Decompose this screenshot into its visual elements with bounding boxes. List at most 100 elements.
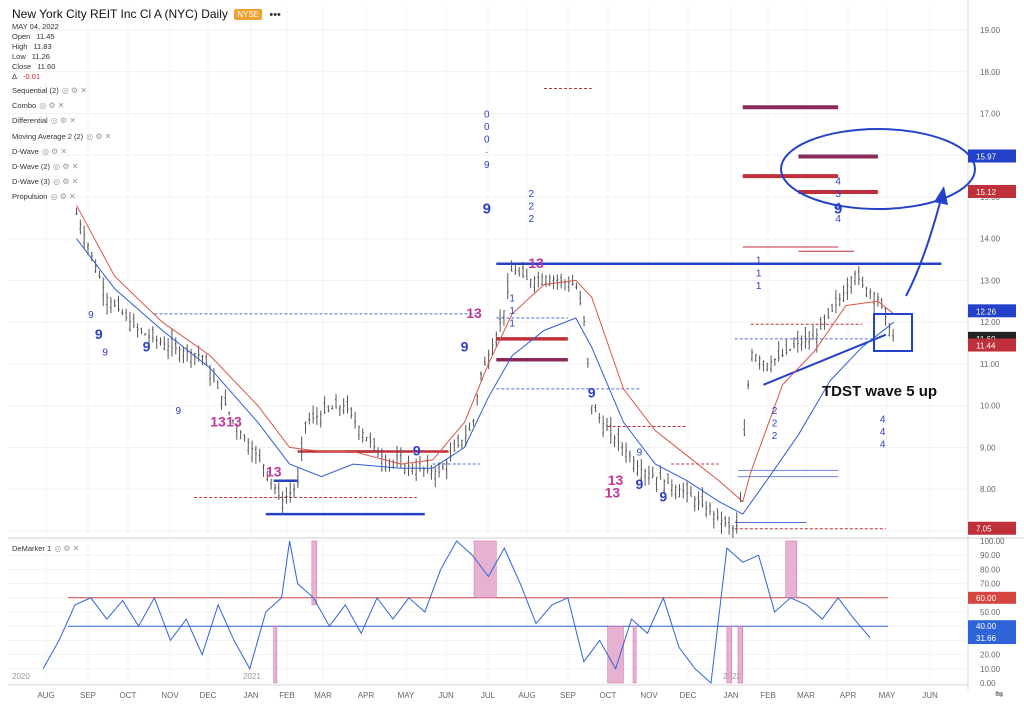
indicator-controls-icon[interactable]: ◎ ⚙ ✕ xyxy=(50,192,76,202)
indicator-row[interactable]: D-Wave (3) ◎ ⚙ ✕ xyxy=(12,177,79,187)
y-tick-label: 13.00 xyxy=(980,276,1001,285)
indicator-row[interactable]: Propulsion ◎ ⚙ ✕ xyxy=(12,192,76,202)
y-tick-label: 11.00 xyxy=(980,360,1000,369)
td-count-label: 13 xyxy=(226,413,242,429)
osc-tick-label: 70.00 xyxy=(980,580,1001,589)
indicator-controls-icon[interactable]: ◎ ⚙ ✕ xyxy=(61,86,88,95)
indicator-row[interactable]: D-Wave ◎ ⚙ ✕ xyxy=(12,146,68,156)
td-small-count: 2 xyxy=(528,201,534,212)
osc-highlight-zone xyxy=(607,625,624,684)
demarker-line xyxy=(42,540,871,685)
indicator-row[interactable]: D-Wave (2) ◎ ⚙ ✕ xyxy=(12,161,79,171)
td-count-label: 9 xyxy=(636,476,644,492)
chart-header: New York City REIT Inc Cl A (NYC) Daily … xyxy=(12,7,281,21)
indicator-controls-icon[interactable]: ◎ ⚙ ✕ xyxy=(54,544,80,553)
indicator-row[interactable]: Sequential (2) ◎ ⚙ ✕ xyxy=(12,86,88,95)
osc-level-label: 60.00 xyxy=(976,594,997,603)
y-tick-label: 8.00 xyxy=(980,485,996,494)
td-small-count: 4 xyxy=(835,201,841,212)
price-tag xyxy=(968,338,1016,352)
td-count-label: 13 xyxy=(266,464,282,480)
indicator-controls-icon[interactable]: ◎ ⚙ ✕ xyxy=(53,177,79,187)
x-tick-label: JAN xyxy=(723,691,738,700)
osc-highlight-zone xyxy=(632,625,637,684)
indicator-row[interactable]: Differential ◎ ⚙ ✕ xyxy=(12,116,77,126)
osc-level-label: 31.66 xyxy=(976,634,997,643)
td-small-count: 0 xyxy=(484,135,490,146)
td-small-count: 4 xyxy=(835,176,841,187)
x-tick-label: NOV xyxy=(161,691,179,700)
td-small-count: 9 xyxy=(484,160,490,171)
td-small-count: 0 xyxy=(484,122,490,133)
price-tag-label: 12.26 xyxy=(976,307,997,316)
td-count-label: 13 xyxy=(210,413,226,429)
indicator-controls-icon[interactable]: ◎ ⚙ ✕ xyxy=(50,116,77,126)
ohlc-row-low: Low 11.26 xyxy=(12,52,50,61)
oscillator-legend[interactable]: DeMarker 1 ◎ ⚙ ✕ xyxy=(12,544,80,553)
more-menu-icon[interactable]: ••• xyxy=(269,9,281,21)
indicator-controls-icon[interactable]: ◎ ⚙ ✕ xyxy=(39,101,65,111)
td-small-count: 4 xyxy=(880,439,886,450)
td-small-count: 2 xyxy=(528,189,534,200)
x-tick-label: JAN xyxy=(243,691,258,700)
td-small-count: 1 xyxy=(509,306,515,317)
projection-arrow xyxy=(905,194,943,297)
x-tick-label: MAY xyxy=(398,691,415,700)
td-count-label: 9 xyxy=(143,338,151,354)
td-count-label: 9 xyxy=(659,489,667,505)
indicator-controls-icon[interactable]: ◎ ⚙ ✕ xyxy=(41,146,68,156)
td-count-label: 9 xyxy=(413,443,421,459)
indicator-controls-icon[interactable]: ◎ ⚙ ✕ xyxy=(53,161,79,171)
symbol-title[interactable]: New York City REIT Inc Cl A (NYC) xyxy=(12,7,198,21)
td-small-count: 2 xyxy=(772,431,778,442)
indicator-controls-icon[interactable]: ◎ ⚙ ✕ xyxy=(86,131,112,141)
x-tick-label: NOV xyxy=(640,691,658,700)
td-small-count: 4 xyxy=(880,414,886,425)
x-tick-label: MAR xyxy=(314,691,332,700)
x-tick-label: MAR xyxy=(797,691,815,700)
exchange-badge: NYSE xyxy=(234,9,262,21)
price-tag-label: 11.44 xyxy=(976,342,996,351)
ohlc-row-high: High 11.83 xyxy=(12,42,52,51)
x-tick-label: DEC xyxy=(200,691,217,700)
td-count-label: 9 xyxy=(588,384,596,400)
td-count-label: 9 xyxy=(483,201,491,218)
x-tick-label: JUN xyxy=(438,691,454,700)
y-tick-label: 18.00 xyxy=(980,68,1001,77)
annotation-text: TDST wave 5 up xyxy=(822,383,937,400)
x-tick-label: JUL xyxy=(481,691,496,700)
osc-level-label: 40.00 xyxy=(976,622,997,631)
price-tag xyxy=(968,304,1016,318)
ohlc-row-close: Close 11.60 xyxy=(12,62,56,71)
trendline xyxy=(763,333,887,386)
osc-tick-label: 80.00 xyxy=(980,565,1001,574)
price-tag-label: 7.05 xyxy=(976,525,992,534)
td-small-count: 4 xyxy=(835,214,841,225)
y-tick-label: 9.00 xyxy=(980,443,996,452)
moving-average-line xyxy=(76,205,895,503)
reset-scale-icon[interactable]: ⇋ xyxy=(995,689,1003,700)
td-small-count: 2 xyxy=(772,406,778,417)
td-small-count: · xyxy=(485,147,488,158)
td-count-label: 13 xyxy=(528,255,544,271)
td-small-count: 1 xyxy=(756,268,762,279)
td-count-label: 9 xyxy=(834,201,842,218)
td-small-count: 1 xyxy=(509,318,515,329)
osc-tick-label: 90.00 xyxy=(980,551,1001,560)
indicator-row[interactable]: Moving Average 2 (2) ◎ ⚙ ✕ xyxy=(12,131,112,141)
td-small-count: 3 xyxy=(835,189,841,200)
x-tick-label: SEP xyxy=(560,691,576,700)
osc-tick-label: 0.00 xyxy=(980,679,996,688)
osc-highlight-zone xyxy=(473,540,497,599)
x-tick-label: APR xyxy=(840,691,857,700)
price-tag xyxy=(968,184,1016,198)
interval-label[interactable]: Daily xyxy=(201,7,228,21)
indicator-row[interactable]: Combo ◎ ⚙ ✕ xyxy=(12,101,65,111)
price-tag xyxy=(968,149,1016,163)
x-tick-label: MAY xyxy=(879,691,896,700)
year-label: 2020 xyxy=(12,672,30,681)
td-small-count: 1 xyxy=(756,281,762,292)
price-tag-label: 15.12 xyxy=(976,188,997,197)
